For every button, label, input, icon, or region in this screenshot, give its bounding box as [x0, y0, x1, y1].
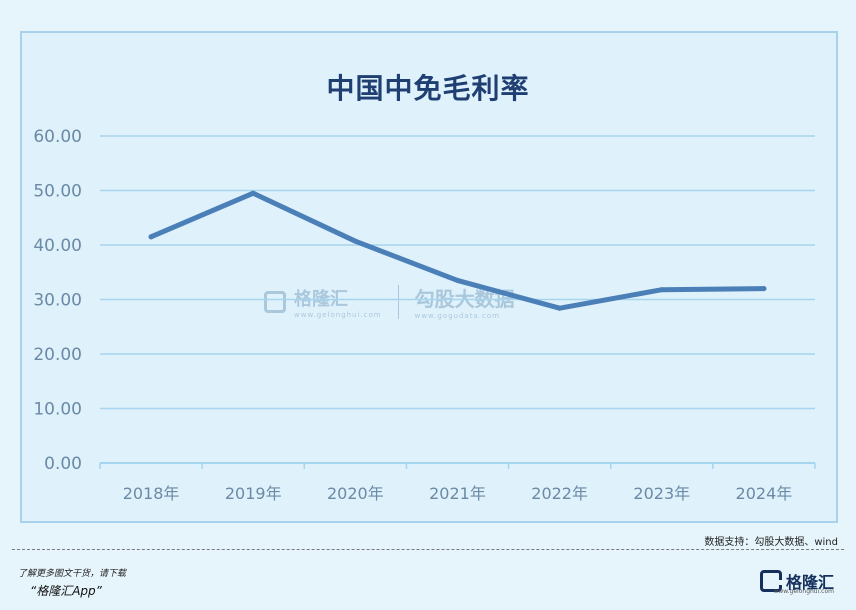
y-tick-label: 40.00	[33, 236, 82, 256]
y-tick-label: 30.00	[33, 291, 82, 311]
x-tick-label: 2021年	[429, 484, 486, 503]
series-line	[148, 190, 767, 311]
brand-logo: 格隆汇	[759, 566, 834, 596]
brand-logo-icon	[759, 570, 782, 592]
data-point	[455, 277, 460, 283]
data-point	[250, 190, 256, 196]
chart-panel	[20, 31, 838, 523]
data-point	[148, 234, 154, 240]
x-tick-label: 2019年	[225, 484, 282, 503]
source-note: 数据支持：勾股大数据、wind	[704, 537, 838, 548]
brand-name: 格隆汇	[785, 573, 834, 592]
promo-app-name: “格隆汇App”	[30, 584, 102, 598]
y-tick-label: 20.00	[33, 345, 82, 365]
y-tick-label: 60.00	[33, 127, 82, 147]
y-tick-label: 0.00	[44, 454, 82, 474]
x-tick-label: 2022年	[531, 484, 588, 503]
data-point	[557, 305, 563, 311]
watermark-name-sub: www.gelonghui.com	[294, 310, 382, 319]
chart-title: 中国中免毛利率	[326, 72, 530, 105]
y-tick-label: 50.00	[33, 182, 82, 202]
watermark-logo-icon	[264, 290, 286, 313]
y-tick-label: 10.00	[33, 400, 82, 420]
data-point	[761, 286, 767, 292]
watermark-divider	[397, 284, 399, 319]
footer-divider	[12, 549, 844, 550]
data-point	[659, 287, 665, 293]
x-tick-label: 2018年	[123, 484, 180, 503]
x-tick-label: 2024年	[736, 484, 793, 503]
x-tick-label: 2020年	[327, 484, 384, 503]
watermark-data-url: www.gogudata.com	[414, 312, 500, 320]
promo-text: 了解更多图文干货，请下载	[18, 569, 127, 579]
data-point	[352, 238, 358, 244]
x-tick-label: 2023年	[633, 484, 690, 503]
brand-url: www.gelonghui.com	[773, 588, 834, 595]
